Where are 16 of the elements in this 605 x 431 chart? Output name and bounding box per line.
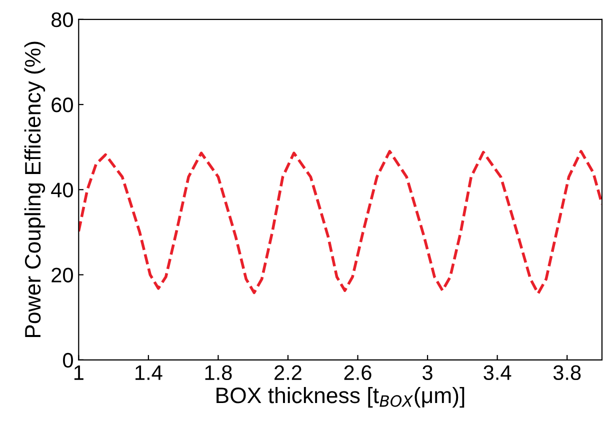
- x-axis-title: BOX thickness [t$_{BOX}$(μm)]: [216, 386, 464, 408]
- x-tick-label: 3: [422, 365, 432, 380]
- x-tick-label: 1.8: [205, 365, 232, 380]
- y-tick-label: 0: [63, 352, 73, 368]
- x-tick-label: 3.4: [484, 365, 512, 380]
- x-tick-label: 3.8: [553, 365, 581, 380]
- y-tick-label: 40: [51, 182, 73, 198]
- line-series: [78, 150, 602, 295]
- y-axis-title: Power Coupling Efficiency (%): [24, 42, 46, 338]
- x-tick-label: 1: [74, 366, 84, 380]
- y-tick-label: 60: [52, 98, 73, 112]
- y-tick-label: 80: [52, 12, 73, 28]
- y-tick-label: 20: [52, 268, 73, 283]
- x-tick-label: 1.4: [136, 366, 162, 380]
- x-tick-label: 2.6: [344, 365, 372, 380]
- x-tick-label: 2.2: [274, 365, 302, 380]
